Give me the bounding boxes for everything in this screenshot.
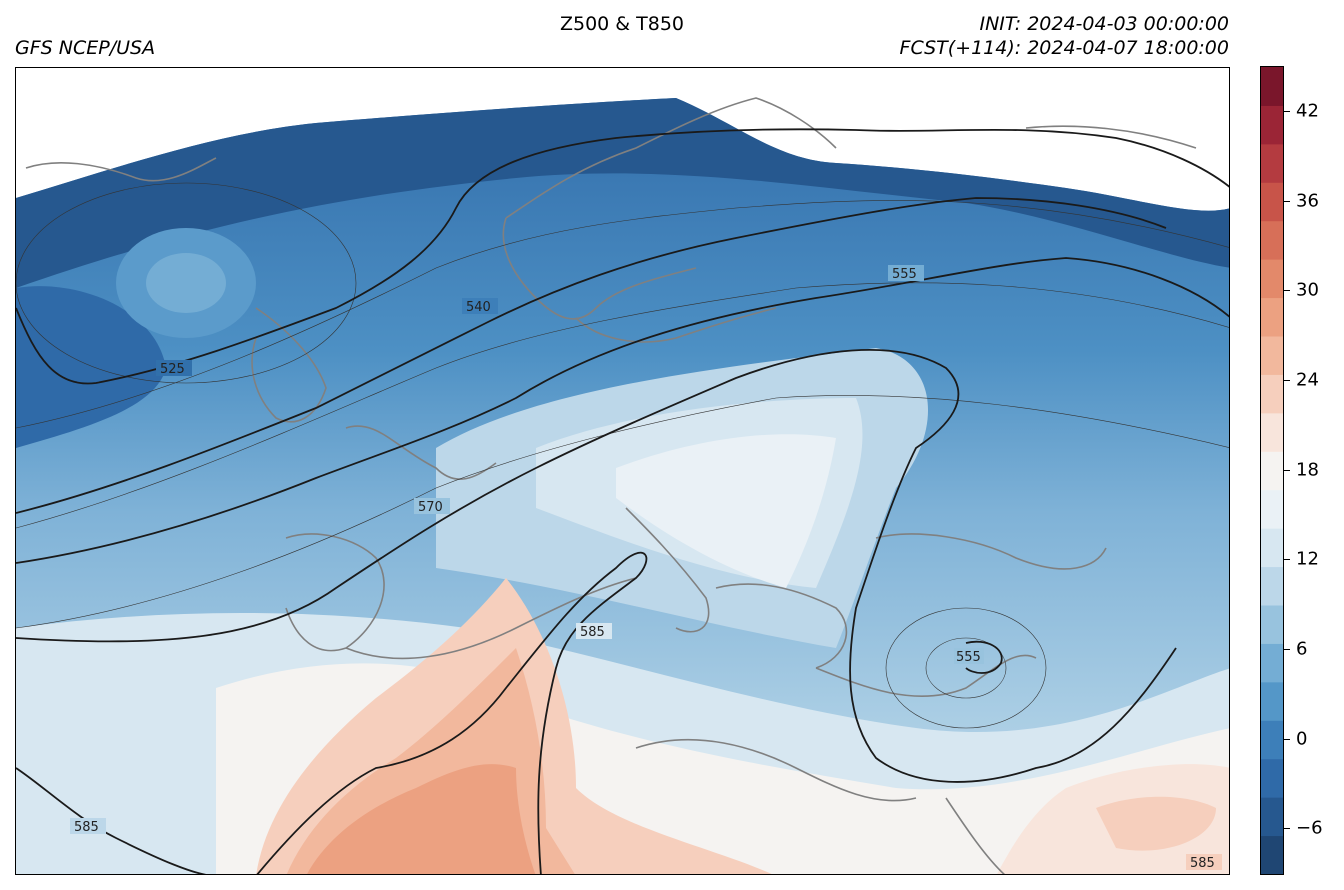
contour-label-540: 540 bbox=[466, 300, 491, 315]
coastlines bbox=[25, 97, 1197, 874]
colorbar-tick-label: 36 bbox=[1296, 190, 1319, 211]
colorbar bbox=[1260, 66, 1284, 875]
init-time-label: INIT: 2024-04-03 00:00:00 bbox=[979, 13, 1229, 35]
colorbar-band bbox=[1261, 259, 1283, 299]
colorbar-tick-label: 42 bbox=[1296, 100, 1319, 122]
colorbar-band bbox=[1261, 297, 1283, 337]
colorbar-band bbox=[1261, 412, 1283, 452]
colorbar-gradient bbox=[1261, 67, 1283, 874]
colorbar-tick bbox=[1284, 200, 1290, 202]
colorbar-band bbox=[1261, 797, 1283, 837]
colorbar-tick bbox=[1284, 290, 1290, 292]
colorbar-tick bbox=[1284, 828, 1290, 830]
contour-label-555: 555 bbox=[892, 267, 917, 282]
forecast-time-label: FCST(+114): 2024-04-07 18:00:00 bbox=[899, 37, 1229, 59]
colorbar-tick bbox=[1284, 469, 1290, 471]
contour-label-585-se: 585 bbox=[1190, 856, 1215, 871]
contour-label-555-low: 555 bbox=[956, 650, 981, 665]
colorbar-tick bbox=[1284, 738, 1290, 740]
map-canvas: 525 540 555 570 585 555 585 585 bbox=[16, 68, 1229, 874]
colorbar-band bbox=[1261, 835, 1283, 874]
colorbar-band bbox=[1261, 336, 1283, 375]
colorbar-tick bbox=[1284, 648, 1290, 650]
contour-labels: 525 540 555 570 585 555 585 585 bbox=[70, 265, 1222, 871]
colorbar-band bbox=[1261, 105, 1283, 145]
colorbar-band bbox=[1261, 220, 1283, 260]
colorbar-tick-label: −6 bbox=[1296, 817, 1323, 839]
colorbar-tick bbox=[1284, 379, 1290, 381]
no-data-region bbox=[16, 68, 1229, 211]
colorbar-band bbox=[1261, 605, 1283, 644]
colorbar-band bbox=[1261, 566, 1283, 606]
colorbar-tick bbox=[1284, 559, 1290, 561]
colorbar-band bbox=[1261, 374, 1283, 414]
colorbar-tick bbox=[1284, 110, 1290, 112]
colorbar-band bbox=[1261, 643, 1283, 683]
contour-label-525: 525 bbox=[160, 362, 185, 377]
contour-label-570: 570 bbox=[418, 500, 443, 515]
colorbar-band bbox=[1261, 182, 1283, 222]
model-source-label: GFS NCEP/USA bbox=[15, 37, 156, 59]
colorbar-tick-label: 12 bbox=[1296, 548, 1319, 570]
colorbar-tick-label: 30 bbox=[1296, 279, 1319, 301]
colorbar-band bbox=[1261, 451, 1283, 491]
weather-map: 525 540 555 570 585 555 585 585 bbox=[15, 67, 1230, 875]
colorbar-band bbox=[1261, 758, 1283, 798]
run-time-info: INIT: 2024-04-03 00:00:00 FCST(+114): 20… bbox=[900, 12, 1229, 60]
contour-label-585: 585 bbox=[580, 625, 605, 640]
colorbar-tick-label: 0 bbox=[1296, 728, 1308, 749]
cold-band bbox=[16, 98, 1229, 288]
colorbar-band bbox=[1261, 67, 1283, 106]
colorbar-band bbox=[1261, 681, 1283, 721]
contour-label-585-sw: 585 bbox=[74, 820, 99, 835]
colorbar-tick-label: 6 bbox=[1296, 638, 1308, 660]
colorbar-tick-label: 18 bbox=[1296, 459, 1319, 480]
colorbar-band bbox=[1261, 143, 1283, 183]
colorbar-band bbox=[1261, 528, 1283, 568]
map-title: Z500 & T850 bbox=[559, 13, 685, 35]
colorbar-band bbox=[1261, 720, 1283, 760]
colorbar-band bbox=[1261, 489, 1283, 529]
colorbar-tick-label: 24 bbox=[1296, 369, 1319, 391]
